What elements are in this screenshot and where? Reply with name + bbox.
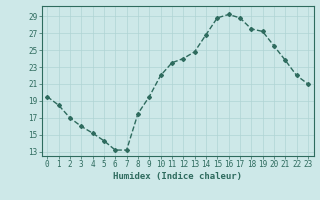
- X-axis label: Humidex (Indice chaleur): Humidex (Indice chaleur): [113, 172, 242, 181]
